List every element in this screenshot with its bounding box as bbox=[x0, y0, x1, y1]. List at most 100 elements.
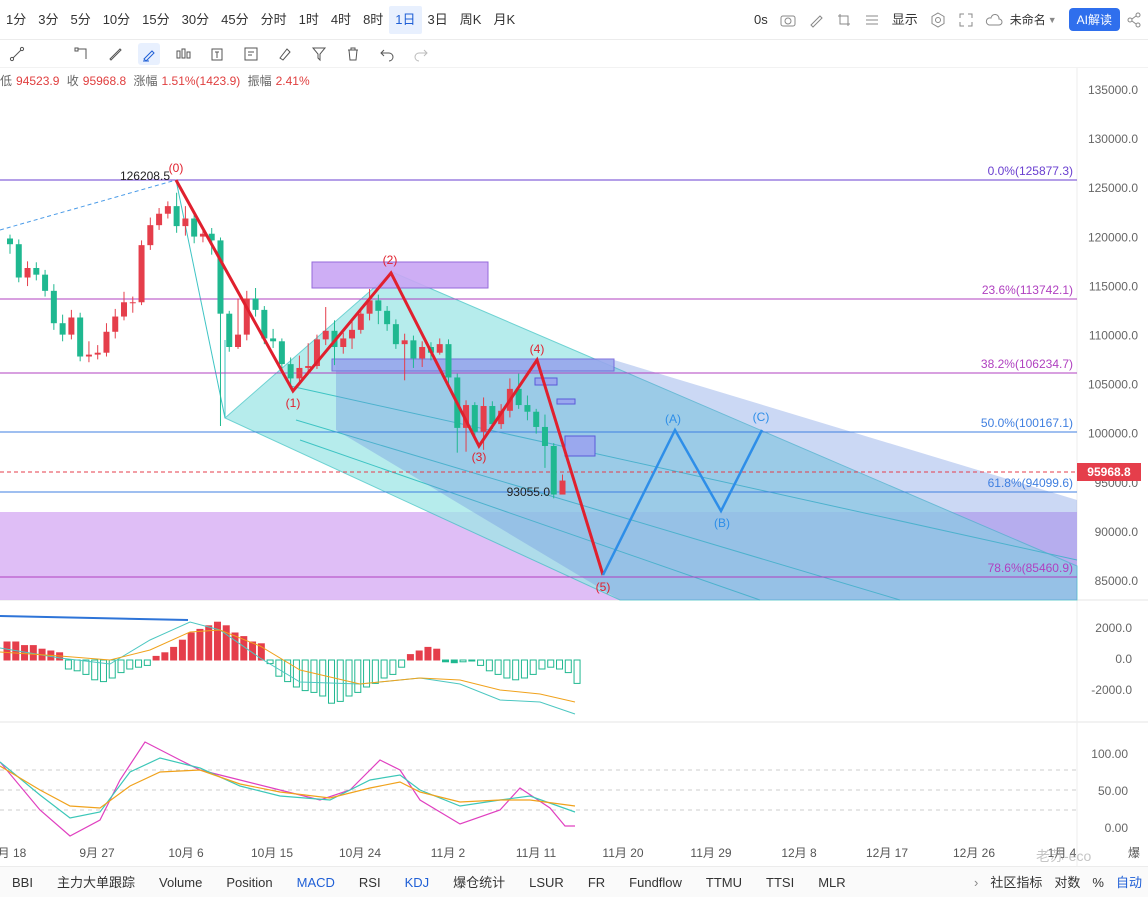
indicator-tab-2[interactable]: Volume bbox=[158, 874, 203, 890]
indicator-tab-13[interactable]: MLR bbox=[818, 874, 846, 890]
candle-body bbox=[392, 324, 399, 345]
trash-icon[interactable] bbox=[342, 43, 364, 65]
abc-correction-line bbox=[601, 427, 764, 576]
text-tool-icon[interactable] bbox=[206, 43, 228, 65]
percent-scale-button[interactable]: % bbox=[1092, 874, 1104, 890]
small-box bbox=[556, 398, 576, 405]
timeframe-1[interactable]: 3分 bbox=[38, 11, 59, 27]
macd-dif-line bbox=[0, 621, 576, 715]
candlestick-chart[interactable]: 0.0%(125877.3) 23.6%(113742.1) 38.2%(10623… bbox=[0, 68, 1148, 866]
macd-bar bbox=[538, 659, 546, 670]
date-tick-9: 12月 8 bbox=[781, 846, 817, 860]
chevron-right-icon[interactable]: › bbox=[974, 874, 979, 890]
candle bbox=[94, 345, 101, 360]
kdj-tick-0: 100.00 bbox=[1091, 747, 1128, 761]
macd-bar bbox=[503, 659, 511, 679]
macd-bar bbox=[91, 659, 99, 681]
brush-tool-icon[interactable] bbox=[138, 42, 160, 65]
blue-overlay bbox=[336, 360, 1077, 600]
log-scale-button[interactable]: 对数 bbox=[1054, 874, 1081, 890]
settings-gear-icon[interactable] bbox=[928, 10, 948, 30]
indicator-tab-11[interactable]: TTMU bbox=[705, 874, 743, 890]
candle-tool-icon[interactable] bbox=[172, 43, 194, 65]
timeframe-list: 1分 3分 5分 10分 15分 30分 45分 分时 1时 4时 8时 1日 3日 周K 月K bbox=[0, 5, 521, 34]
community-indicators-button[interactable]: 社区指标 bbox=[990, 874, 1043, 890]
magnet-tool-icon[interactable] bbox=[274, 43, 296, 65]
redo-icon[interactable] bbox=[410, 43, 432, 65]
timeframe-4[interactable]: 15分 bbox=[142, 11, 170, 27]
price-tick-2: 125000.0 bbox=[1088, 181, 1138, 195]
candle-body bbox=[24, 267, 31, 278]
timeframe-7[interactable]: 分时 bbox=[260, 11, 287, 27]
timeframe-11[interactable]: 1日 bbox=[389, 5, 422, 34]
indicator-tab-9[interactable]: FR bbox=[587, 874, 606, 890]
candle bbox=[50, 284, 57, 330]
macd-bar bbox=[433, 648, 441, 661]
timeframe-8[interactable]: 1时 bbox=[298, 11, 319, 27]
timeframe-6[interactable]: 45分 bbox=[221, 11, 249, 27]
date-tick-13: 爆 bbox=[1128, 846, 1140, 860]
macd-bar bbox=[222, 625, 230, 661]
indicator-tab-10[interactable]: Fundflow bbox=[629, 874, 682, 890]
candle-body bbox=[375, 300, 382, 311]
indicator-tab-5[interactable]: RSI bbox=[358, 874, 381, 890]
indicator-tab-1[interactable]: 主力大单跟踪 bbox=[56, 874, 135, 890]
low-annotation: 93055.0 bbox=[507, 485, 551, 499]
macd-bar bbox=[389, 659, 397, 675]
chevron-down-icon[interactable]: ▼ bbox=[1047, 14, 1057, 25]
low-value: 94523.9 bbox=[16, 74, 60, 88]
indicator-tab-8[interactable]: LSUR bbox=[529, 874, 564, 890]
candle bbox=[296, 355, 303, 383]
candle bbox=[515, 373, 522, 409]
timeframe-9[interactable]: 4时 bbox=[330, 11, 352, 27]
candle bbox=[392, 319, 399, 349]
rectangle-tool-icon[interactable] bbox=[70, 43, 92, 65]
display-button[interactable]: 显示 bbox=[891, 11, 918, 27]
close-value: 95968.8 bbox=[82, 74, 127, 88]
undo-icon[interactable] bbox=[376, 43, 398, 65]
fullscreen-icon[interactable] bbox=[956, 10, 976, 30]
crop-icon[interactable] bbox=[834, 10, 854, 30]
candle-body bbox=[7, 238, 13, 245]
candle-body bbox=[498, 410, 505, 425]
candle bbox=[410, 335, 417, 368]
indicator-tabs: BBI 主力大单跟踪 Volume Position MACD RSI KDJ 爆仓统计 LSU… bbox=[0, 867, 858, 898]
account-name[interactable]: 未命名 bbox=[1009, 12, 1046, 27]
indicator-tab-12[interactable]: TTSI bbox=[766, 874, 795, 890]
timeframe-3[interactable]: 10分 bbox=[102, 11, 131, 27]
date-tick-1: 9月 27 bbox=[79, 846, 115, 860]
candle bbox=[401, 333, 408, 381]
timeframe-14[interactable]: 月K bbox=[493, 11, 516, 27]
line-tool-icon[interactable] bbox=[6, 43, 28, 65]
camera-icon[interactable] bbox=[778, 10, 798, 30]
indicator-tab-4[interactable]: MACD bbox=[296, 874, 335, 890]
macd-bar bbox=[82, 659, 90, 675]
close-label: 收 bbox=[66, 74, 79, 88]
indicator-tab-3[interactable]: Position bbox=[226, 874, 273, 890]
macd-bar bbox=[345, 659, 353, 697]
ai-interpret-button[interactable]: AI解读 bbox=[1068, 8, 1120, 31]
candle-body bbox=[322, 330, 329, 340]
indicator-tab-7[interactable]: 爆仓统计 bbox=[453, 874, 506, 890]
macd-bar bbox=[73, 659, 81, 672]
auto-scale-button[interactable]: 自动 bbox=[1115, 874, 1142, 890]
candle bbox=[278, 338, 285, 370]
layout-icon[interactable] bbox=[862, 10, 882, 30]
timeframe-0[interactable]: 1分 bbox=[6, 11, 27, 27]
timeframe-2[interactable]: 5分 bbox=[70, 11, 91, 27]
indicator-tab-6[interactable]: KDJ bbox=[404, 874, 430, 890]
indicator-tab-0[interactable]: BBI bbox=[12, 874, 33, 890]
timeframe-12[interactable]: 3日 bbox=[427, 11, 448, 27]
timeframe-10[interactable]: 8时 bbox=[363, 11, 384, 27]
ruler-tool-icon[interactable] bbox=[104, 43, 126, 65]
small-box bbox=[534, 377, 558, 386]
share-icon[interactable] bbox=[1124, 10, 1144, 30]
timeframe-13[interactable]: 周K bbox=[459, 11, 482, 27]
candle-body bbox=[77, 317, 84, 357]
macd-bar bbox=[442, 659, 449, 663]
filter-icon[interactable] bbox=[308, 43, 330, 65]
macd-bar bbox=[477, 659, 485, 666]
note-tool-icon[interactable] bbox=[240, 43, 262, 65]
timeframe-5[interactable]: 30分 bbox=[181, 11, 210, 27]
pencil-icon[interactable] bbox=[806, 10, 826, 30]
